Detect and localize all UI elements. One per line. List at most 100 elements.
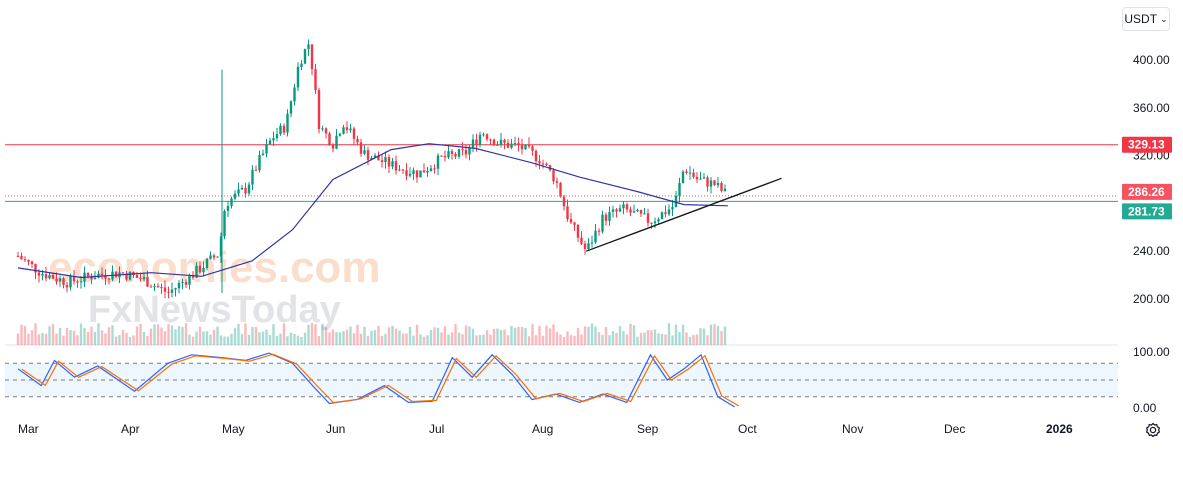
candle-body [513, 143, 517, 145]
candle-body [478, 134, 482, 145]
candle-body [65, 285, 69, 288]
resistance-badge-label: 329.13 [1128, 138, 1165, 152]
date-tick-label: Jun [326, 422, 345, 436]
candle-body [321, 128, 324, 130]
candle-body [62, 278, 65, 286]
volume-bar [107, 327, 111, 345]
volume-bar [370, 330, 373, 345]
candle-body [44, 274, 48, 279]
candle-body [90, 276, 93, 280]
volume-bar [590, 323, 594, 345]
volume-bar [559, 334, 562, 345]
volume-bar [377, 325, 380, 345]
candle-body [569, 219, 573, 223]
candle-body [27, 259, 30, 262]
volume-bar [335, 332, 338, 345]
candle-body [93, 277, 97, 280]
candle-body [55, 278, 58, 282]
candle-body [188, 274, 191, 285]
volume-bar [552, 324, 555, 345]
volume-bar [156, 324, 160, 345]
candle-body [156, 286, 160, 288]
chevron-down-icon: ⌄ [1160, 13, 1168, 24]
volume-bar [443, 326, 447, 345]
moving-average-line[interactable] [17, 143, 728, 279]
volume-bar [566, 331, 569, 345]
candle-body [555, 181, 559, 183]
candle-body [51, 275, 55, 279]
volume-bar [331, 329, 335, 345]
volume-bar [356, 324, 359, 345]
volume-bar [594, 326, 597, 345]
volume-bar [233, 328, 237, 345]
currency-selector[interactable]: USDT ⌄ [1122, 7, 1170, 31]
resistance-badge[interactable]: 329.13 [1122, 136, 1172, 153]
candle-body [181, 282, 184, 284]
candle-body [41, 274, 44, 276]
volume-bar [111, 325, 114, 345]
volume-bar [100, 330, 104, 345]
candle-body [601, 214, 604, 232]
candle-body [184, 282, 188, 285]
settings-button[interactable] [1143, 420, 1163, 440]
candle-body [692, 172, 695, 177]
volume-bar [135, 326, 139, 345]
candle-body [233, 193, 237, 199]
candle-body [314, 69, 317, 91]
volume-bar [601, 334, 604, 345]
volume-bar [667, 323, 671, 345]
volume-bar [394, 328, 398, 345]
volume-bar [247, 334, 251, 345]
candle-body [419, 170, 422, 178]
stochastic-d-line[interactable] [21, 353, 739, 407]
candle-body [573, 222, 576, 225]
volume-bar [503, 329, 506, 345]
volume-bar [688, 336, 692, 345]
volume-bar [212, 329, 216, 345]
volume-bar [415, 324, 419, 345]
candle-body [611, 209, 615, 212]
candle-body [506, 142, 510, 148]
volume-bar [454, 324, 457, 345]
volume-bar [303, 332, 307, 345]
candle-body [660, 212, 664, 220]
current-price-badge[interactable]: 286.26 [1122, 183, 1172, 200]
candle-body [328, 133, 331, 146]
candle-body [275, 134, 279, 139]
candle-body [699, 178, 702, 180]
volume-bar [317, 336, 321, 345]
candle-body [349, 128, 352, 131]
candle-body [706, 177, 709, 187]
candle-body [377, 155, 380, 161]
candle-body [534, 150, 538, 162]
date-tick-label: Oct [738, 422, 757, 436]
volume-bar [450, 332, 454, 345]
candle-body [373, 155, 377, 158]
volume-bar [531, 324, 534, 345]
support-badge-bg [1122, 203, 1172, 220]
candle-body [331, 145, 335, 149]
stochastic-k-line[interactable] [17, 352, 735, 408]
candle-body [510, 143, 513, 148]
candle-body [580, 237, 583, 244]
candle-body [538, 161, 541, 164]
volume-bar [380, 335, 384, 345]
volume-bar [524, 328, 527, 345]
candle-body [524, 144, 527, 150]
candle-body [34, 263, 37, 273]
volume-bar [198, 326, 202, 345]
volume-bar [657, 333, 660, 345]
volume-bar [604, 327, 608, 345]
support-badge[interactable]: 281.73 [1122, 203, 1172, 220]
candle-body [664, 212, 667, 215]
candle-body [398, 169, 401, 171]
trendline[interactable] [585, 177, 782, 252]
volume-bar [338, 332, 342, 345]
volume-bar [622, 331, 625, 345]
candle-body [566, 206, 569, 220]
volume-bar [429, 330, 433, 345]
support-badge-label: 281.73 [1128, 204, 1165, 218]
candle-body [209, 255, 212, 259]
volume-bar [471, 328, 475, 345]
